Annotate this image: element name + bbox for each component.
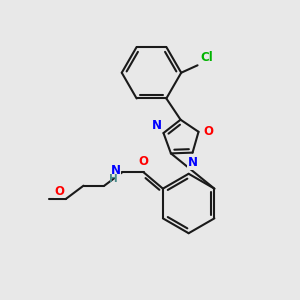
- Text: Cl: Cl: [200, 51, 213, 64]
- Text: H: H: [109, 174, 118, 184]
- Text: O: O: [54, 184, 64, 198]
- Text: N: N: [188, 156, 198, 169]
- Text: N: N: [152, 118, 162, 131]
- Text: O: O: [139, 155, 148, 168]
- Text: N: N: [111, 164, 121, 177]
- Text: O: O: [204, 125, 214, 138]
